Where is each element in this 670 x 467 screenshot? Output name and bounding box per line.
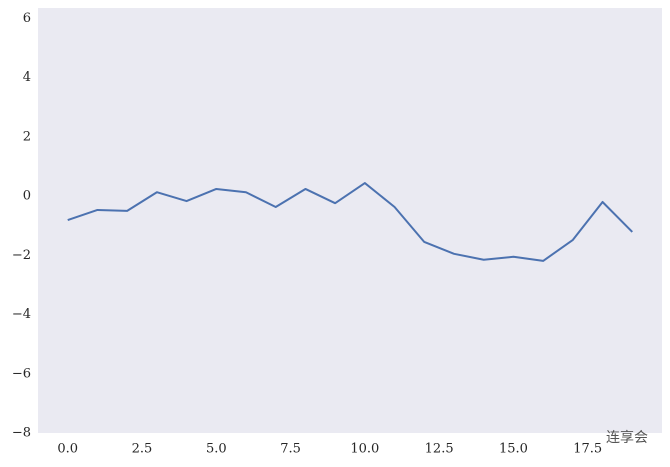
y-tick-label: 0 xyxy=(23,189,31,204)
x-tick-label: 15.0 xyxy=(499,442,528,457)
y-tick-label: −2 xyxy=(12,248,31,263)
y-tick-label: −4 xyxy=(12,307,31,322)
y-tick-label: 2 xyxy=(23,129,31,144)
x-tick-label: 2.5 xyxy=(132,442,153,457)
watermark: 连享会 xyxy=(606,429,648,446)
x-tick-label: 17.5 xyxy=(573,442,602,457)
x-tick-label: 10.0 xyxy=(350,442,379,457)
x-tick-label: 0.0 xyxy=(57,442,78,457)
y-tick-label: 4 xyxy=(23,70,31,85)
x-tick-label: 7.5 xyxy=(280,442,301,457)
x-tick-label: 12.5 xyxy=(425,442,454,457)
plot-area xyxy=(38,8,662,433)
x-tick-label: 5.0 xyxy=(206,442,227,457)
y-tick-label: −6 xyxy=(12,366,31,381)
y-tick-label: 6 xyxy=(23,11,31,26)
y-tick-label: −8 xyxy=(12,426,31,441)
line xyxy=(67,182,633,262)
